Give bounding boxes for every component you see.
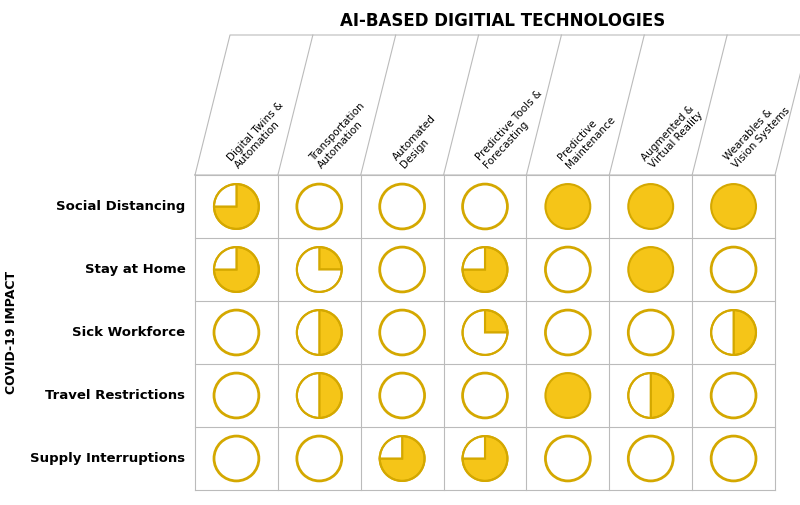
- Wedge shape: [650, 373, 673, 418]
- Circle shape: [546, 184, 590, 229]
- Text: Wearables &
Vision Systems: Wearables & Vision Systems: [722, 98, 791, 170]
- Text: Stay at Home: Stay at Home: [85, 263, 186, 276]
- Wedge shape: [628, 373, 650, 418]
- Text: Social Distancing: Social Distancing: [56, 200, 186, 213]
- Wedge shape: [214, 247, 259, 292]
- Wedge shape: [462, 310, 507, 355]
- Text: Travel Restrictions: Travel Restrictions: [46, 389, 186, 402]
- Text: Automated
Design: Automated Design: [391, 114, 446, 170]
- Wedge shape: [485, 310, 507, 332]
- Wedge shape: [462, 247, 507, 292]
- Wedge shape: [214, 184, 259, 229]
- Circle shape: [628, 247, 673, 292]
- Text: Transportation
Automation: Transportation Automation: [308, 100, 375, 170]
- Circle shape: [546, 373, 590, 418]
- Wedge shape: [319, 310, 342, 355]
- Text: Predictive
Maintenance: Predictive Maintenance: [557, 107, 618, 170]
- Text: Augmented &
Virtual Reality: Augmented & Virtual Reality: [639, 102, 705, 170]
- Wedge shape: [214, 247, 237, 270]
- Wedge shape: [380, 436, 402, 459]
- Wedge shape: [297, 373, 319, 418]
- Wedge shape: [462, 436, 507, 481]
- Text: COVID-19 IMPACT: COVID-19 IMPACT: [6, 271, 18, 394]
- Text: Supply Interruptions: Supply Interruptions: [30, 452, 186, 465]
- Wedge shape: [297, 310, 319, 355]
- Circle shape: [628, 184, 673, 229]
- Wedge shape: [319, 373, 342, 418]
- Circle shape: [711, 184, 756, 229]
- Wedge shape: [297, 247, 342, 292]
- Wedge shape: [380, 436, 425, 481]
- Wedge shape: [319, 247, 342, 270]
- Wedge shape: [462, 247, 485, 270]
- Text: AI-BASED DIGITIAL TECHNOLOGIES: AI-BASED DIGITIAL TECHNOLOGIES: [340, 12, 665, 30]
- Text: Predictive Tools &
Forecasting: Predictive Tools & Forecasting: [474, 88, 552, 170]
- Wedge shape: [734, 310, 756, 355]
- Text: Digital Twins &
Automation: Digital Twins & Automation: [226, 99, 293, 170]
- Wedge shape: [214, 184, 237, 207]
- Wedge shape: [711, 310, 734, 355]
- Wedge shape: [462, 436, 485, 459]
- Text: Sick Workforce: Sick Workforce: [72, 326, 186, 339]
